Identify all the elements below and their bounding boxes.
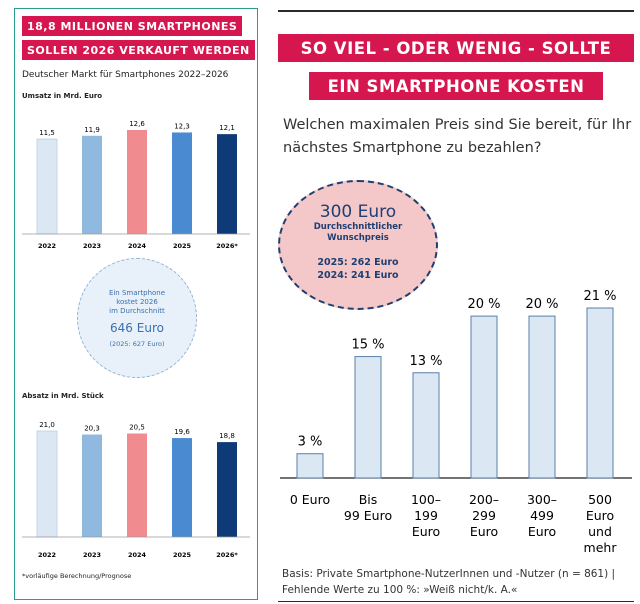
units-bar	[217, 442, 237, 537]
question-line2: nächstes Smartphone zu bezahlen?	[283, 140, 542, 156]
revenue-bar	[36, 138, 58, 235]
units-chart-title: Absatz in Mrd. Stück	[22, 392, 104, 400]
revenue-value-label: 12,1	[219, 124, 235, 132]
left-footnote: *vorläufige Berechnung/Prognose	[22, 572, 132, 580]
units-value-label: 21,0	[39, 421, 55, 429]
price-bar	[470, 315, 498, 479]
price-value-label: 3 %	[298, 435, 323, 450]
units-value-label: 19,6	[174, 428, 190, 436]
units-value-label: 20,5	[129, 424, 145, 432]
price-category-label: 300–	[527, 492, 557, 507]
revenue-category-label: 2022	[38, 242, 56, 250]
units-bar	[172, 438, 192, 537]
avg-circle-line2: kostet 2026	[116, 298, 158, 306]
average-price-circle: Ein Smartphone kostet 2026 im Durchschni…	[77, 258, 197, 378]
revenue-chart-title: Umsatz in Mrd. Euro	[22, 92, 103, 100]
revenue-bar-chart: 11,5 2022 11,9 2023 12,6 2024 12,3 2025 12,1 2026…	[22, 120, 250, 250]
right-footnote-line1: Basis: Private Smartphone-NutzerInnen un…	[282, 568, 616, 580]
units-category-label: 2024	[128, 551, 147, 559]
revenue-bar	[82, 135, 102, 234]
price-bar	[528, 315, 556, 479]
units-category-label: 2023	[83, 551, 101, 559]
price-bar	[412, 372, 440, 479]
left-panel	[14, 8, 258, 600]
right-bottom-divider	[278, 601, 634, 602]
right-question: Welchen maximalen Preis sind Sie bereit,…	[283, 114, 631, 160]
price-category-label: 500	[588, 492, 612, 507]
avg-circle-line3: im Durchschnitt	[109, 307, 165, 315]
price-category-label: und	[588, 524, 612, 539]
question-line1: Welchen maximalen Preis sind Sie bereit,…	[283, 117, 632, 133]
price-bar	[296, 453, 324, 479]
units-category-label: 2022	[38, 551, 56, 559]
units-bar	[127, 433, 147, 537]
revenue-value-label: 11,5	[39, 129, 55, 137]
units-value-label: 18,8	[219, 432, 235, 440]
wish-circle-line2: Wunschpreis	[327, 233, 389, 243]
price-category-label: 0 Euro	[290, 492, 330, 507]
price-category-label: Euro	[412, 524, 440, 539]
price-category-label: Euro	[528, 524, 556, 539]
avg-circle-note: (2025: 627 Euro)	[109, 340, 165, 348]
units-category-label: 2026*	[216, 551, 238, 559]
price-category-label: mehr	[584, 540, 618, 555]
price-bar	[586, 307, 614, 479]
units-value-label: 20,3	[84, 425, 100, 433]
revenue-category-label: 2025	[173, 242, 192, 250]
price-value-label: 13 %	[409, 354, 442, 369]
price-category-label: 200–	[469, 492, 499, 507]
left-ribbon-line1: 18,8 MILLIONEN SMARTPHONES	[22, 16, 243, 36]
price-value-label: 20 %	[467, 297, 500, 312]
right-ribbon-line2: EIN SMARTPHONE KOSTEN	[309, 72, 603, 100]
revenue-value-label: 11,9	[84, 126, 100, 134]
price-category-label: Euro	[586, 508, 614, 523]
price-value-label: 21 %	[583, 289, 616, 304]
price-value-label: 20 %	[525, 297, 558, 312]
revenue-category-label: 2023	[83, 242, 101, 250]
price-category-label: 299	[472, 508, 496, 523]
wish-circle-line1: Durchschnittlicher	[313, 222, 403, 232]
avg-circle-value: 646 Euro	[110, 321, 164, 335]
left-ribbon-line2: SOLLEN 2026 VERKAUFT WERDEN	[22, 40, 255, 60]
price-value-label: 15 %	[351, 338, 384, 353]
avg-circle-line1: Ein Smartphone	[108, 289, 166, 297]
revenue-bar	[172, 132, 192, 234]
revenue-value-label: 12,6	[129, 120, 145, 128]
units-bar-chart: 21,0 2022 20,3 2023 20,5 2024 19,6 2025 18,8 2026…	[22, 421, 250, 559]
revenue-bar	[127, 130, 147, 234]
revenue-category-label: 2024	[128, 242, 147, 250]
price-category-label: 100–	[411, 492, 441, 507]
wish-circle-line4: 2024: 241 Euro	[317, 270, 399, 281]
wish-circle-value: 300 Euro	[319, 202, 397, 222]
wish-price-circle: 300 Euro Durchschnittlicher Wunschpreis …	[278, 180, 438, 310]
units-bar	[82, 434, 102, 537]
right-footnote: Basis: Private Smartphone-NutzerInnen un…	[282, 566, 615, 598]
revenue-value-label: 12,3	[174, 122, 190, 130]
wish-circle-line3: 2025: 262 Euro	[317, 257, 399, 268]
price-category-label: Euro	[470, 524, 498, 539]
price-category-label: 99 Euro	[344, 508, 392, 523]
revenue-bar	[217, 134, 237, 234]
units-bar	[36, 430, 58, 538]
right-ribbon-line1: SO VIEL - ODER WENIG - SOLLTE	[278, 34, 634, 62]
price-category-label: 499	[530, 508, 554, 523]
price-category-label: 199	[414, 508, 438, 523]
units-category-label: 2025	[173, 551, 192, 559]
price-category-label: Bis	[359, 492, 378, 507]
right-footnote-line2: Fehlende Werte zu 100 %: »Weiß nicht/k. …	[282, 584, 518, 596]
right-top-divider	[278, 10, 634, 12]
price-bar	[354, 356, 382, 479]
left-subtitle: Deutscher Markt für Smartphones 2022–202…	[22, 70, 229, 80]
revenue-category-label: 2026*	[216, 242, 238, 250]
